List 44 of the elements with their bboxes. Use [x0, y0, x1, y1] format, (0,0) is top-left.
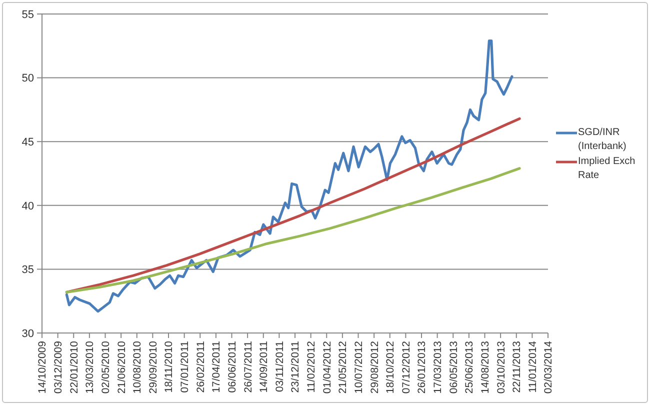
legend-label: Implied Exch Rate: [578, 155, 636, 183]
x-tick-label: 10/08/2010: [132, 340, 144, 394]
x-tick-label: 25/06/2013: [464, 340, 476, 394]
y-tick-label: 40: [22, 200, 34, 212]
x-tick-label: 02/05/2010: [100, 340, 112, 394]
line-series: [65, 117, 521, 294]
x-tick-label: 17/04/2011: [210, 340, 223, 393]
line-series: [65, 167, 521, 294]
x-tick-label: 14/08/2013: [479, 340, 492, 394]
y-tick-label: 50: [22, 72, 34, 85]
x-tick-label: 11/01/2014: [526, 340, 539, 393]
x-tick-label: 29/09/2010: [147, 340, 160, 394]
x-tick-label: 13/03/2010: [84, 340, 96, 394]
x-tick-label: 14/09/2011: [258, 340, 270, 393]
x-tick-label: 22/11/2013: [511, 340, 524, 393]
y-tick-label: 45: [22, 136, 34, 149]
x-tick-label: 02/03/2014: [542, 340, 555, 394]
x-tick-label: 21/05/2012: [337, 340, 350, 394]
legend-label: SGD/INR (Interbank): [578, 126, 628, 154]
x-tick-label: 07/12/2012: [400, 340, 412, 394]
x-tick-label: 03/12/2009: [52, 340, 64, 394]
y-tick-label: 30: [22, 328, 34, 340]
x-tick-label: 10/07/2012: [352, 340, 365, 394]
x-tick-label: 01/04/2012: [321, 340, 334, 394]
x-tick-label: 14/10/2009: [36, 340, 49, 394]
x-tick-label: 07/01/2011: [178, 340, 191, 393]
x-tick-label: 23/12/2011: [290, 340, 302, 393]
x-tick-label: 18/10/2012: [384, 340, 397, 394]
y-tick-label: 55: [22, 8, 34, 21]
x-tick-label: 21/06/2010: [116, 340, 128, 394]
x-tick-label: 06/05/2013: [448, 340, 460, 394]
y-tick-label: 35: [22, 264, 34, 276]
x-tick-label: 03/10/2013: [495, 340, 508, 394]
x-tick-label: 22/01/2010: [68, 340, 80, 394]
x-tick-label: 29/08/2012: [368, 340, 381, 394]
x-tick-label: 26/02/2011: [194, 340, 207, 393]
x-tick-label: 26/07/2011: [242, 340, 254, 393]
x-tick-label: 18/11/2010: [163, 340, 176, 393]
x-tick-label: 03/11/2011: [274, 340, 286, 392]
x-tick-label: 06/06/2011: [226, 340, 238, 393]
x-tick-label: 11/02/2012: [305, 340, 318, 393]
line-series: [65, 39, 514, 313]
x-tick-label: 26/01/2013: [416, 340, 428, 394]
x-tick-label: 17/03/2013: [432, 340, 444, 394]
